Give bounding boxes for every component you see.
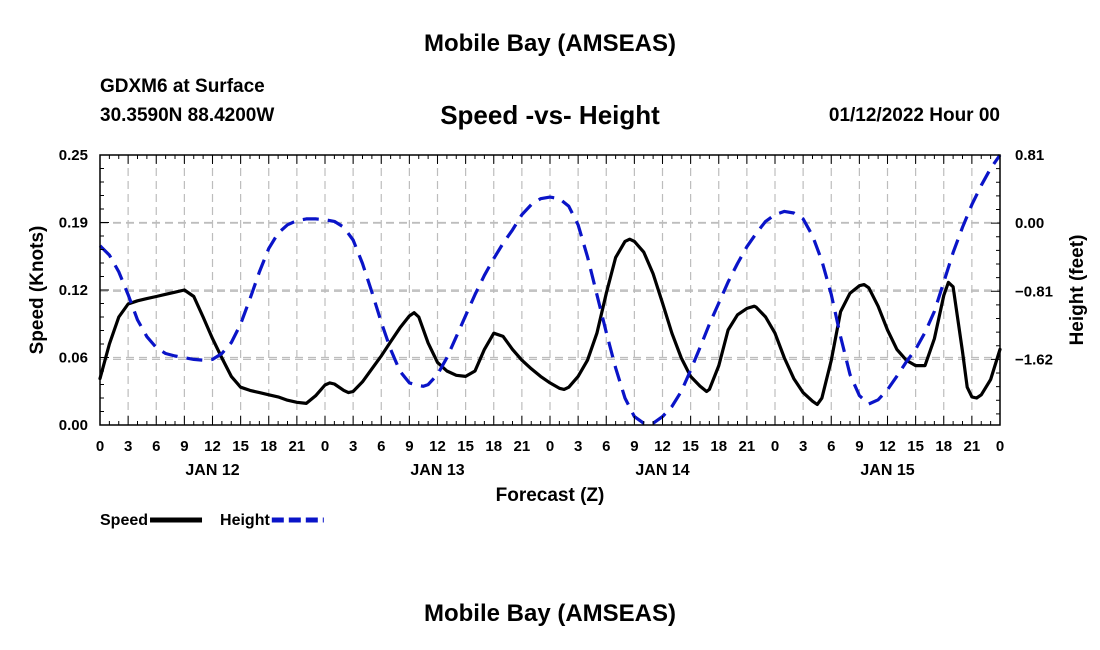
legend-label-height: Height — [220, 512, 270, 529]
x-tick-label: 9 — [630, 438, 638, 455]
x-tick-label: 0 — [96, 438, 104, 455]
y-right-axis-title: Height (feet) — [1067, 235, 1088, 346]
x-tick-label: 15 — [232, 438, 249, 455]
x-axis-title: Forecast (Z) — [496, 485, 605, 506]
station-label: GDXM6 at Surface — [100, 76, 265, 97]
x-tick-label: 6 — [827, 438, 835, 455]
y-left-tick-label: 0.12 — [59, 282, 88, 299]
y-right-tick-label: −1.62 — [1015, 351, 1053, 368]
x-tick-label: 18 — [710, 438, 727, 455]
chart-main-title: Mobile Bay (AMSEAS) — [423, 30, 677, 57]
y-left-tick-label: 0.00 — [59, 417, 88, 434]
y-right-tick-label: 0.00 — [1015, 215, 1044, 232]
forecast-datetime: 01/12/2022 Hour 00 — [828, 105, 1000, 126]
x-tick-label: 0 — [771, 438, 779, 455]
x-tick-label: 12 — [204, 438, 221, 455]
x-tick-label: 18 — [935, 438, 952, 455]
x-tick-label: 12 — [429, 438, 446, 455]
x-tick-label: 0 — [996, 438, 1004, 455]
y-left-tick-label: 0.19 — [59, 215, 88, 232]
x-day-label: JAN 13 — [410, 462, 464, 479]
y-right-tick-label: −0.81 — [1015, 283, 1053, 300]
x-tick-label: 0 — [546, 438, 554, 455]
y-left-tick-label: 0.06 — [59, 350, 88, 367]
x-tick-label: 3 — [349, 438, 357, 455]
grid-layer — [100, 155, 1000, 425]
label-layer: 0 3 6 9 12 15 18 21 0 3 6 9 12 15 18 21 0 3 6 9 12 15 18 21 0 3 6 9… — [27, 147, 1088, 529]
x-day-label: JAN 14 — [635, 462, 689, 479]
x-tick-label: 15 — [457, 438, 474, 455]
x-tick-label: 0 — [321, 438, 329, 455]
x-tick-label: 3 — [124, 438, 132, 455]
x-tick-label: 21 — [739, 438, 756, 455]
series-line-speed — [98, 237, 1002, 407]
legend-label-speed: Speed — [100, 512, 148, 529]
x-tick-label: 15 — [907, 438, 924, 455]
bottom-repeated-title: Mobile Bay (AMSEAS) — [423, 600, 677, 627]
series-layer — [98, 154, 1002, 426]
x-tick-label: 21 — [514, 438, 531, 455]
x-tick-label: 18 — [260, 438, 277, 455]
x-tick-label: 3 — [799, 438, 807, 455]
y-left-tick-label: 0.25 — [59, 147, 88, 164]
x-tick-label: 6 — [602, 438, 610, 455]
x-tick-label: 12 — [879, 438, 896, 455]
x-tick-label: 18 — [485, 438, 502, 455]
x-tick-label: 9 — [855, 438, 863, 455]
x-tick-label: 6 — [152, 438, 160, 455]
x-tick-label: 15 — [682, 438, 699, 455]
axis-layer — [99, 154, 1001, 426]
x-day-label: JAN 12 — [185, 462, 239, 479]
x-tick-label: 3 — [574, 438, 582, 455]
x-tick-label: 6 — [377, 438, 385, 455]
station-coordinates: 30.3590N 88.4200W — [100, 105, 275, 126]
chart-subtitle: Speed -vs- Height — [440, 100, 660, 130]
x-tick-label: 9 — [180, 438, 188, 455]
x-tick-label: 12 — [654, 438, 671, 455]
series-line-height — [98, 154, 1002, 426]
x-day-label: JAN 15 — [860, 462, 914, 479]
x-tick-label: 9 — [405, 438, 413, 455]
x-tick-label: 21 — [289, 438, 306, 455]
y-left-axis-title: Speed (Knots) — [27, 226, 48, 355]
x-tick-label: 21 — [964, 438, 981, 455]
y-right-tick-label: 0.81 — [1015, 147, 1044, 164]
